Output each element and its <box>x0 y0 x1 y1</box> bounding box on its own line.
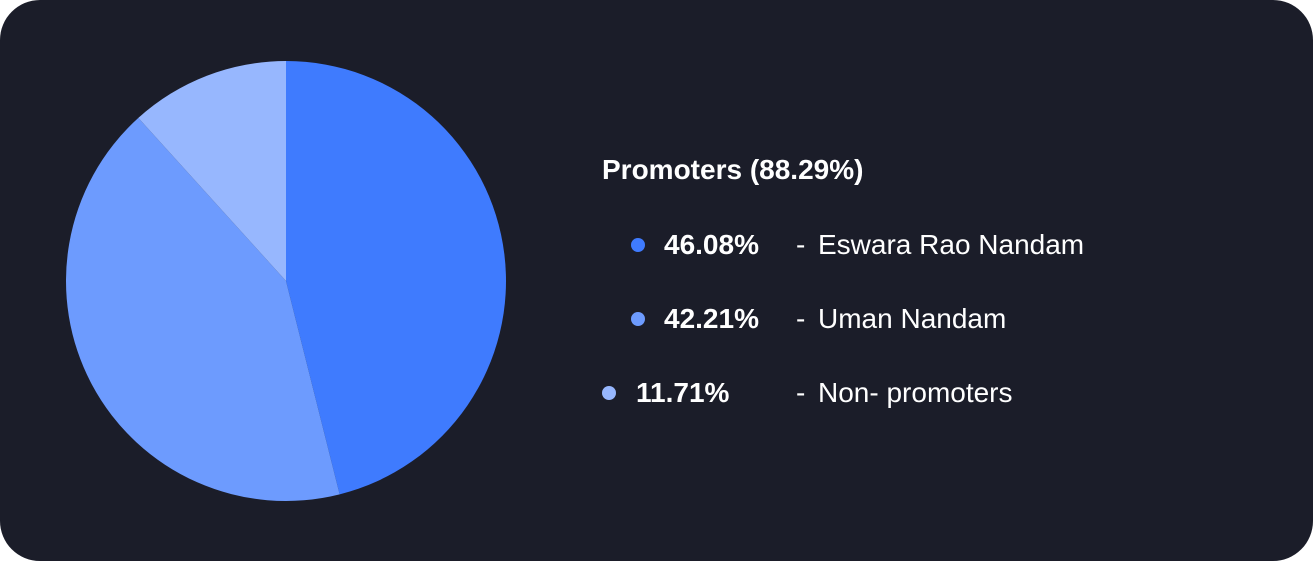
legend-label-non-promoters: Non- promoters <box>818 377 1013 408</box>
legend-value-non-promoters: 11.71% <box>636 377 730 408</box>
legend-label-eswara: Eswara Rao Nandam <box>818 229 1085 260</box>
legend-dot-eswara <box>631 238 645 252</box>
pie-slice-uman <box>65 117 340 502</box>
legend-row-eswara: 46.08% - Eswara Rao Nandam <box>0 225 1313 265</box>
legend-dot-non-promoters <box>602 386 616 400</box>
pie-slice-non-promoters <box>138 61 286 281</box>
legend-value-uman: 42.21% <box>664 303 759 334</box>
legend-label-uman: Uman Nandam <box>818 303 1007 334</box>
legend-dash: - <box>796 303 806 334</box>
legend-dash: - <box>796 377 806 408</box>
legend-dot-uman <box>631 312 645 326</box>
legend-row-non-promoters: 11.71% - Non- promoters <box>0 373 1313 413</box>
legend-dash: - <box>796 229 806 260</box>
pie-slice-eswara <box>286 61 507 495</box>
legend-row-uman: 42.21% - Uman Nandam <box>0 299 1313 339</box>
legend-title: Promoters (88.29%) <box>602 154 864 185</box>
legend-value-eswara: 46.08% <box>664 229 759 260</box>
